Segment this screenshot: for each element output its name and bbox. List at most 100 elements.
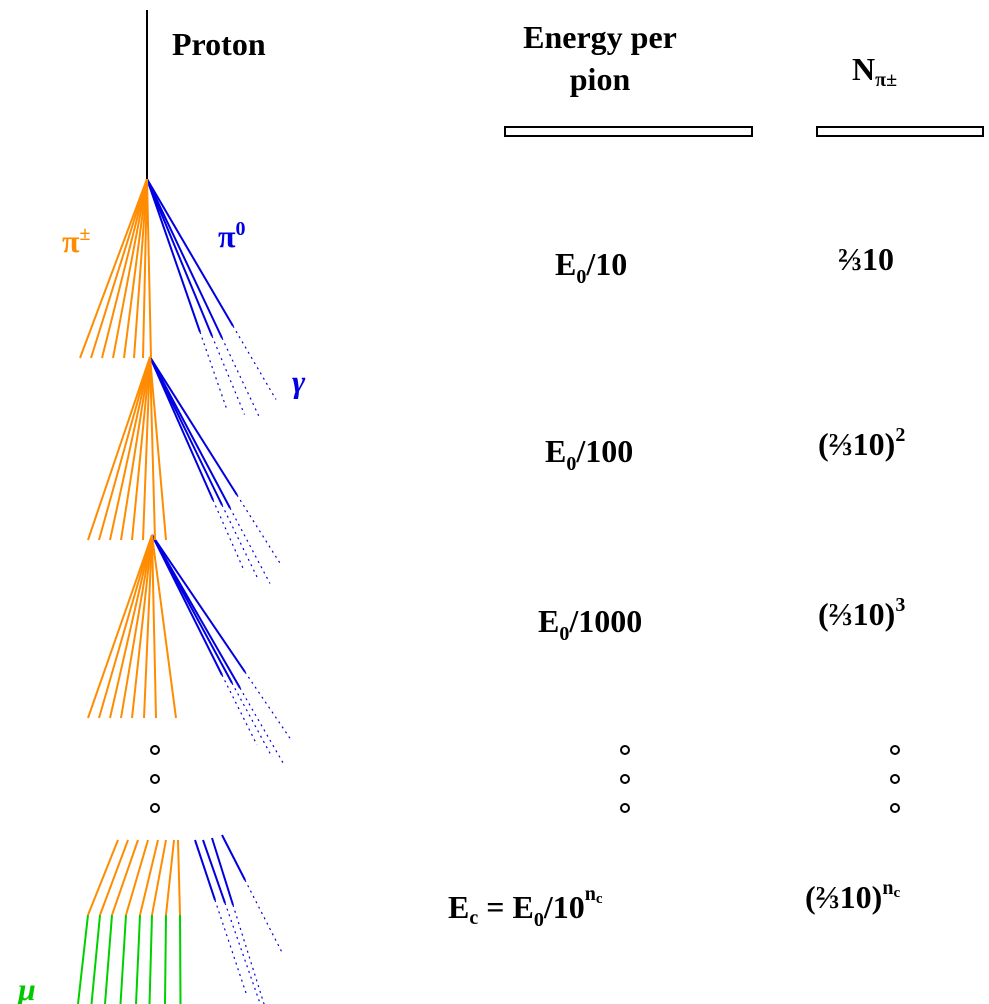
charged-pion-track [151,534,157,719]
charged-pion-track [139,839,159,916]
text-sub: 0 [576,266,586,288]
charged-pion-track [120,534,153,719]
muon-track [90,914,101,1004]
charged-pion-track [142,178,148,359]
text-main: = E [478,889,534,925]
text-main: /1000 [568,603,642,639]
charged-pion-track [109,534,153,719]
ellipsis-dot [150,774,160,784]
charged-pion-track [125,839,149,916]
text-main: E [448,889,469,925]
charged-pion-track [120,356,151,541]
ellipsis-dot [890,774,900,784]
charged-pion-track [101,178,148,359]
muon-track [164,914,167,1004]
charged-pion-track [98,534,153,719]
neutral-pion-label: π0 [218,218,246,254]
ellipsis-dot [890,745,900,755]
charged-pion-label: π± [62,223,91,259]
charged-pion-track [87,534,153,719]
charged-pion-track [79,178,148,359]
text-main: (⅔10) [818,426,895,462]
text-sup: 2 [895,424,905,446]
label-main: π [62,223,80,259]
charged-pion-track [87,356,151,541]
count-value: (⅔10)2 [818,424,905,462]
text-main: N [852,51,875,87]
charged-pion-track [87,839,119,916]
column-rule [504,126,753,137]
neutral-pion-track [151,534,246,673]
charged-pion-track [165,839,175,916]
text-sub: 0 [559,623,569,645]
energy-value: E0/10 [555,246,627,288]
text-sub: π± [875,69,897,91]
charged-pion-track [131,356,151,541]
muon-track [77,914,89,1004]
photon-track [221,674,258,746]
muon-track [104,914,113,1004]
photon-track [244,671,292,741]
text-main: /10 [543,889,585,925]
count-value: (⅔10)3 [818,594,905,632]
text-sup-sub: c [893,885,900,901]
text-main: /10 [585,246,627,282]
energy-header: Energy per [523,19,677,55]
text-sup-sub: c [596,891,603,907]
column-rule [816,126,984,137]
photon-track [211,335,246,415]
energy-value: E0/100 [545,433,633,475]
muon-track [179,914,182,1004]
text-sub: 0 [534,909,544,931]
text-main: E [545,433,566,469]
text-main: E [538,603,559,639]
neutral-pion-track [211,837,234,906]
energy-value: Ec = E0/10nc [448,883,603,931]
neutral-pion-track [146,178,223,339]
neutral-pion-track [202,839,226,904]
photon-track [229,507,271,584]
photon-label: γ [292,363,306,399]
text-sup: n [882,877,893,899]
neutral-pion-track [146,178,234,327]
photon-track [199,331,228,409]
ellipsis-dot [890,803,900,813]
neutral-pion-track [149,356,223,506]
charged-pion-track [151,839,167,916]
count-value: ⅔10 [838,241,894,277]
muon-label: μ [16,971,36,1004]
charged-pion-track [149,356,167,541]
charged-pion-track [111,839,139,916]
charged-pion-track [149,356,156,541]
primary-label: Proton [172,26,266,62]
count-header: Nπ± [852,51,897,91]
photon-track [231,682,273,758]
photon-track [236,494,282,565]
photon-track [239,687,285,765]
ellipsis-dot [150,745,160,755]
muon-track [119,914,127,1004]
muon-track [135,914,141,1004]
photon-track [212,499,246,572]
charged-pion-track [151,534,177,719]
label-main: π [218,218,236,254]
charged-pion-track [98,356,151,541]
count-value: (⅔10)nc [805,877,900,915]
label-sup: ± [80,223,91,245]
text-sub: c [469,907,478,929]
charged-pion-track [142,356,151,541]
text-main: (⅔10) [805,879,882,915]
photon-track [224,902,261,1004]
muon-track [148,914,153,1004]
photon-track [244,879,283,953]
photon-track [221,504,259,580]
charged-pion-track [123,178,148,359]
photon-track [221,337,261,418]
neutral-pion-track [146,178,201,333]
energy-header: pion [570,61,631,97]
photon-track [214,899,248,997]
neutral-pion-track [151,534,223,676]
text-main: E [555,246,576,282]
ellipsis-dot [150,803,160,813]
